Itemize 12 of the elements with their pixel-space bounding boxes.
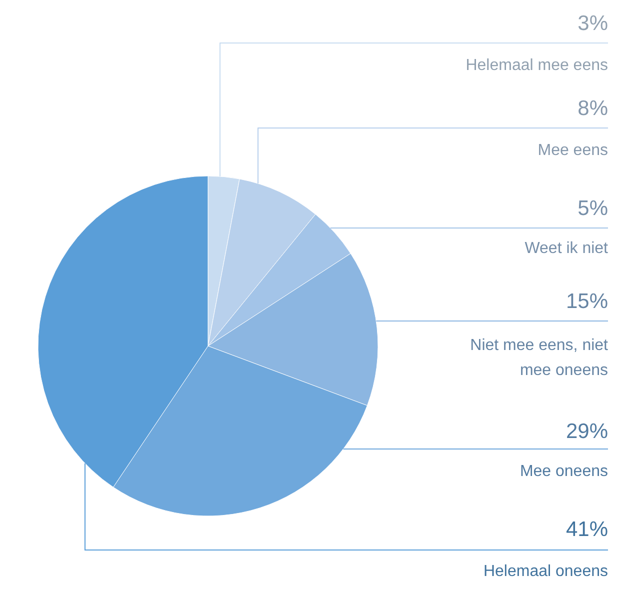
data-label: 15% <box>566 290 608 313</box>
slice-label: Niet mee eens, niet mee oneens <box>470 337 609 379</box>
slice-label: Mee eens <box>538 142 608 159</box>
data-label: 29% <box>566 420 608 443</box>
slice-label: Weet ik niet <box>524 240 609 257</box>
data-label: 41% <box>566 518 608 541</box>
data-label: 5% <box>578 197 608 220</box>
slice-label: Mee oneens <box>520 463 608 480</box>
data-label: 8% <box>578 97 608 120</box>
slice-label: Helemaal oneens <box>483 563 608 580</box>
data-label: 3% <box>578 12 608 35</box>
slice-label: Helemaal mee eens <box>466 57 608 74</box>
